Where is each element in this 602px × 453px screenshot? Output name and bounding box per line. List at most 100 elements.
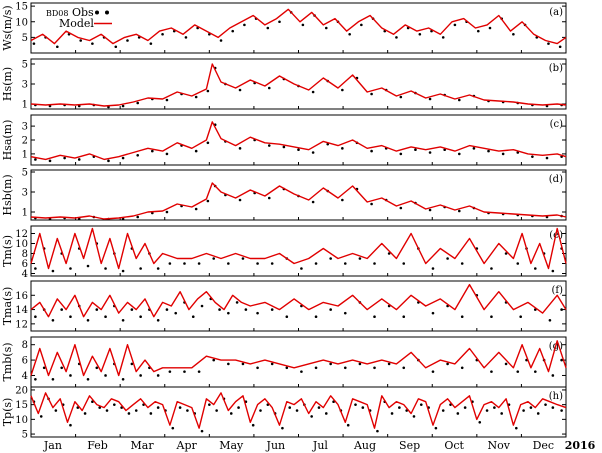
obs-point (457, 209, 461, 213)
obs-point (267, 196, 271, 200)
obs-point (297, 148, 300, 152)
obs-point (311, 200, 315, 204)
obs-point (343, 366, 347, 370)
obs-point (251, 423, 255, 427)
obs-point (534, 267, 537, 270)
obs-point (168, 262, 172, 265)
panel-hsb: 1 3 5 Hsb(m) (d) (1, 168, 567, 221)
obs-point (463, 406, 467, 409)
obs-point (42, 366, 46, 370)
obs-point (490, 370, 493, 373)
obs-point (560, 358, 563, 362)
obs-point (324, 26, 328, 30)
obs-point (197, 370, 201, 373)
obs-point (398, 406, 401, 409)
y-tick-label: 5 (22, 60, 28, 71)
x-tick-label: Jun (266, 439, 286, 452)
obs-point (98, 406, 102, 409)
obs-point (534, 370, 537, 373)
model-series-line (30, 63, 567, 107)
obs-point (456, 412, 460, 415)
obs-point (341, 147, 344, 150)
model-series-line (30, 121, 567, 161)
obs-point (165, 308, 169, 311)
y-tick-label: 20 (15, 385, 28, 396)
x-axis: Jan Feb Mar Apr May Jun Jul Aug Sep Oct Nov Dec 2016 (43, 439, 596, 452)
y-tick-label: 5 (22, 168, 28, 179)
obs-point (39, 415, 43, 418)
x-tick-label: May (219, 439, 244, 452)
obs-point (519, 315, 522, 319)
obs-point (324, 412, 328, 415)
obs-point (51, 269, 55, 273)
obs-point (419, 403, 423, 406)
obs-point (431, 267, 435, 270)
obs-point (156, 267, 160, 270)
obs-point (418, 32, 422, 36)
obs-point (95, 366, 99, 370)
obs-point (95, 308, 99, 311)
obs-point (130, 362, 134, 366)
obs-point (428, 97, 432, 101)
obs-point (414, 148, 417, 152)
y-axis-label: Tma(s) (1, 287, 14, 326)
obs-point (121, 156, 125, 160)
obs-point (551, 374, 555, 377)
obs-point (343, 311, 347, 315)
obs-point (63, 156, 66, 160)
x-tick-label: Sep (399, 439, 420, 452)
obs-point (212, 358, 216, 362)
obs-point (376, 429, 379, 433)
obs-point (237, 406, 240, 409)
obs-point (34, 158, 37, 161)
panel-frame (30, 336, 567, 388)
obs-point (412, 415, 416, 418)
y-tick-label: 15 (15, 400, 28, 411)
x-tick-label: Aug (353, 439, 376, 452)
y-tick-label: 8 (22, 340, 28, 351)
obs-point (387, 252, 391, 255)
obs-point (311, 90, 315, 94)
obs-point (536, 412, 540, 415)
obs-point (446, 362, 449, 366)
obs-point (244, 308, 248, 311)
obs-point (191, 315, 195, 319)
obs-point (476, 29, 480, 33)
obs-point (314, 315, 318, 319)
obs-point (136, 215, 140, 219)
obs-point (227, 311, 230, 315)
model-series-line (30, 8, 567, 45)
y-tick-label: 10 (15, 239, 28, 250)
obs-point (139, 315, 142, 319)
obs-point (431, 370, 435, 373)
obs-point (267, 86, 271, 90)
obs-point (86, 318, 90, 322)
obs-point (515, 426, 518, 430)
obs-point (441, 36, 445, 39)
obs-point (114, 45, 118, 49)
y-tick-label: 15 (15, 2, 28, 13)
x-tick-label: Oct (444, 439, 464, 452)
obs-point (370, 202, 373, 206)
obs-point (545, 156, 549, 160)
obs-point (86, 378, 90, 381)
panel-tag: (h) (549, 391, 563, 402)
obs-point (402, 315, 406, 319)
legend: BD08 Obs Model (46, 6, 112, 30)
obs-point (516, 262, 520, 265)
obs-point (522, 409, 525, 412)
obs-point (105, 409, 109, 412)
obs-point (329, 257, 332, 260)
obs-point (256, 262, 259, 265)
obs-point (194, 207, 198, 211)
obs-point (441, 409, 445, 412)
obs-point (149, 42, 153, 45)
obs-point (560, 409, 563, 412)
y-tick-label: 3 (22, 122, 28, 133)
panel-tag: (f) (551, 285, 563, 296)
y-tick-label: 3 (22, 80, 28, 91)
model-series-line (30, 340, 567, 377)
obs-point (69, 423, 72, 427)
